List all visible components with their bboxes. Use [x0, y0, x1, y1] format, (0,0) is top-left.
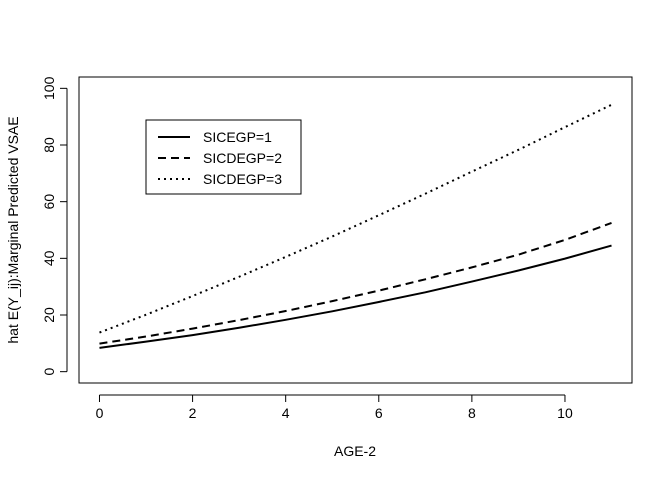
x-tick-label: 6	[375, 405, 383, 421]
legend-label-3: SICDEGP=3	[203, 171, 282, 187]
series-line-3	[99, 103, 612, 334]
series-line-2	[99, 221, 612, 345]
y-axis: 0 20 40 60 80 100	[41, 76, 68, 376]
x-tick-label: 0	[96, 405, 104, 421]
x-tick-label: 2	[189, 405, 197, 421]
legend: SICEGP=1 SICDEGP=2 SICDEGP=3	[145, 119, 302, 195]
y-axis-title: hat E(Y_ij):Marginal Predicted VSAE	[5, 116, 21, 343]
legend-label-1: SICEGP=1	[203, 129, 272, 145]
legend-label-2: SICDEGP=2	[203, 150, 282, 166]
y-tick-label: 40	[41, 250, 57, 266]
y-tick-label: 100	[41, 76, 57, 100]
y-tick-label: 0	[41, 368, 57, 376]
x-tick-label: 8	[468, 405, 476, 421]
x-axis-title: AGE-2	[334, 443, 376, 459]
series-line-1	[99, 244, 612, 349]
y-tick-label: 60	[41, 194, 57, 210]
x-tick-label: 10	[557, 405, 573, 421]
y-tick-label: 80	[41, 137, 57, 153]
x-tick-label: 4	[282, 405, 290, 421]
x-axis: 0 2 4 6 8 10	[96, 394, 573, 421]
series-layer	[99, 103, 612, 349]
plot-frame	[78, 76, 633, 384]
y-tick-label: 20	[41, 307, 57, 323]
